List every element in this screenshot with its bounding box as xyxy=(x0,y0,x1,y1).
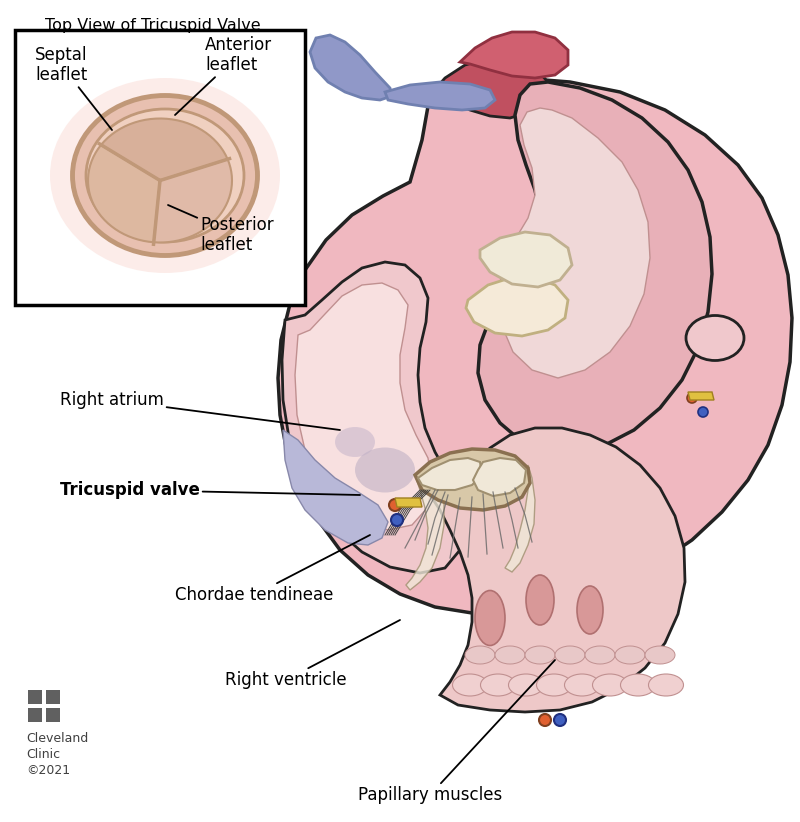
Bar xyxy=(28,690,42,704)
Ellipse shape xyxy=(525,646,555,664)
Ellipse shape xyxy=(355,447,415,492)
Polygon shape xyxy=(278,78,792,613)
Ellipse shape xyxy=(585,646,615,664)
Text: Posterior
leaflet: Posterior leaflet xyxy=(168,205,274,254)
Bar xyxy=(28,708,42,722)
Polygon shape xyxy=(101,118,228,181)
Polygon shape xyxy=(498,108,650,378)
Polygon shape xyxy=(418,458,482,490)
Text: Cleveland: Cleveland xyxy=(26,732,88,745)
Ellipse shape xyxy=(554,714,566,726)
Polygon shape xyxy=(478,82,712,452)
Text: Right atrium: Right atrium xyxy=(60,391,340,430)
Ellipse shape xyxy=(481,674,515,696)
Text: Anterior
leaflet: Anterior leaflet xyxy=(175,35,272,115)
Polygon shape xyxy=(430,428,685,712)
Polygon shape xyxy=(395,498,422,507)
Ellipse shape xyxy=(539,714,551,726)
Ellipse shape xyxy=(686,316,744,361)
Polygon shape xyxy=(415,449,530,510)
Ellipse shape xyxy=(537,674,571,696)
Text: Papillary muscles: Papillary muscles xyxy=(358,660,555,804)
Ellipse shape xyxy=(335,427,375,457)
Ellipse shape xyxy=(50,78,280,273)
Polygon shape xyxy=(295,283,432,530)
Polygon shape xyxy=(688,392,714,400)
Ellipse shape xyxy=(555,646,585,664)
Text: Chordae tendineae: Chordae tendineae xyxy=(175,535,370,604)
Polygon shape xyxy=(406,470,444,590)
Ellipse shape xyxy=(593,674,627,696)
Ellipse shape xyxy=(465,646,495,664)
Ellipse shape xyxy=(495,646,525,664)
Ellipse shape xyxy=(391,514,403,526)
Ellipse shape xyxy=(565,674,599,696)
Ellipse shape xyxy=(687,393,697,403)
Ellipse shape xyxy=(649,674,683,696)
Bar xyxy=(46,690,60,704)
Ellipse shape xyxy=(86,109,244,242)
Polygon shape xyxy=(480,232,572,287)
Ellipse shape xyxy=(389,499,401,511)
Ellipse shape xyxy=(73,95,258,256)
Polygon shape xyxy=(310,35,392,100)
Polygon shape xyxy=(505,465,535,572)
Text: Clinic: Clinic xyxy=(26,748,60,761)
Text: Septal
leaflet: Septal leaflet xyxy=(35,45,112,130)
Text: Tricuspid valve: Tricuspid valve xyxy=(60,481,360,499)
Ellipse shape xyxy=(645,646,675,664)
Polygon shape xyxy=(430,58,548,118)
Text: Top View of Tricuspid Valve: Top View of Tricuspid Valve xyxy=(45,18,261,33)
Polygon shape xyxy=(282,262,465,573)
Ellipse shape xyxy=(698,407,708,417)
Ellipse shape xyxy=(453,674,487,696)
Polygon shape xyxy=(154,159,232,242)
Ellipse shape xyxy=(526,575,554,625)
Polygon shape xyxy=(88,145,160,242)
Polygon shape xyxy=(385,82,495,110)
Bar xyxy=(15,30,305,305)
Ellipse shape xyxy=(621,674,655,696)
Ellipse shape xyxy=(475,590,505,645)
Text: ©2021: ©2021 xyxy=(26,764,70,777)
Ellipse shape xyxy=(577,586,603,634)
Polygon shape xyxy=(473,458,526,496)
Ellipse shape xyxy=(615,646,645,664)
Polygon shape xyxy=(283,430,388,545)
Ellipse shape xyxy=(509,674,543,696)
Polygon shape xyxy=(466,278,568,336)
Polygon shape xyxy=(460,32,568,78)
Text: Right ventricle: Right ventricle xyxy=(225,620,400,689)
Bar xyxy=(46,708,60,722)
